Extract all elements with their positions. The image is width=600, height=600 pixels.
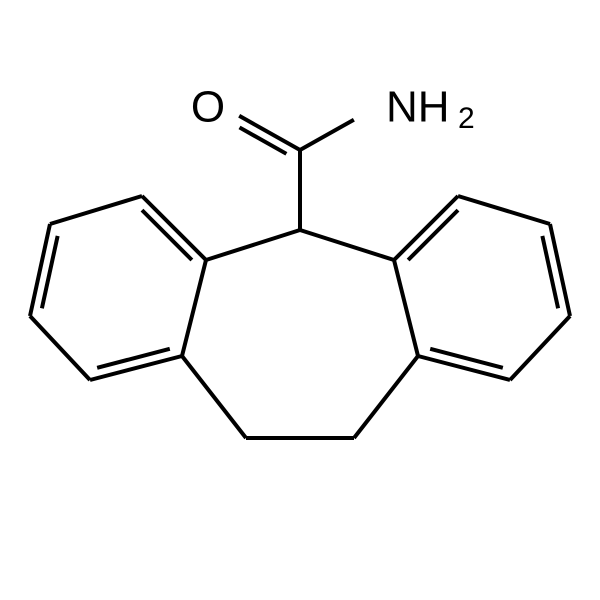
bond [142,196,206,260]
bond [550,224,570,316]
bond [182,260,206,356]
bond [206,230,300,260]
bond [408,210,458,260]
bond [354,356,418,438]
bond [97,349,170,368]
bond [300,230,394,260]
atom-labels-layer: O NH2 [191,83,475,135]
amine-label: NH [386,83,450,132]
bond [30,224,50,316]
chemical-structure-diagram: O NH2 [0,0,600,600]
bonds-layer [30,116,570,438]
amine-subscript: 2 [458,102,475,135]
bond [458,196,550,224]
bond [430,349,503,368]
bond [300,120,354,150]
bond [142,210,192,260]
bond [182,356,246,438]
bond [510,316,570,380]
bond [30,316,90,380]
bond [50,196,142,224]
bond [394,260,418,356]
bond [394,196,458,260]
oxygen-label: O [191,83,225,132]
